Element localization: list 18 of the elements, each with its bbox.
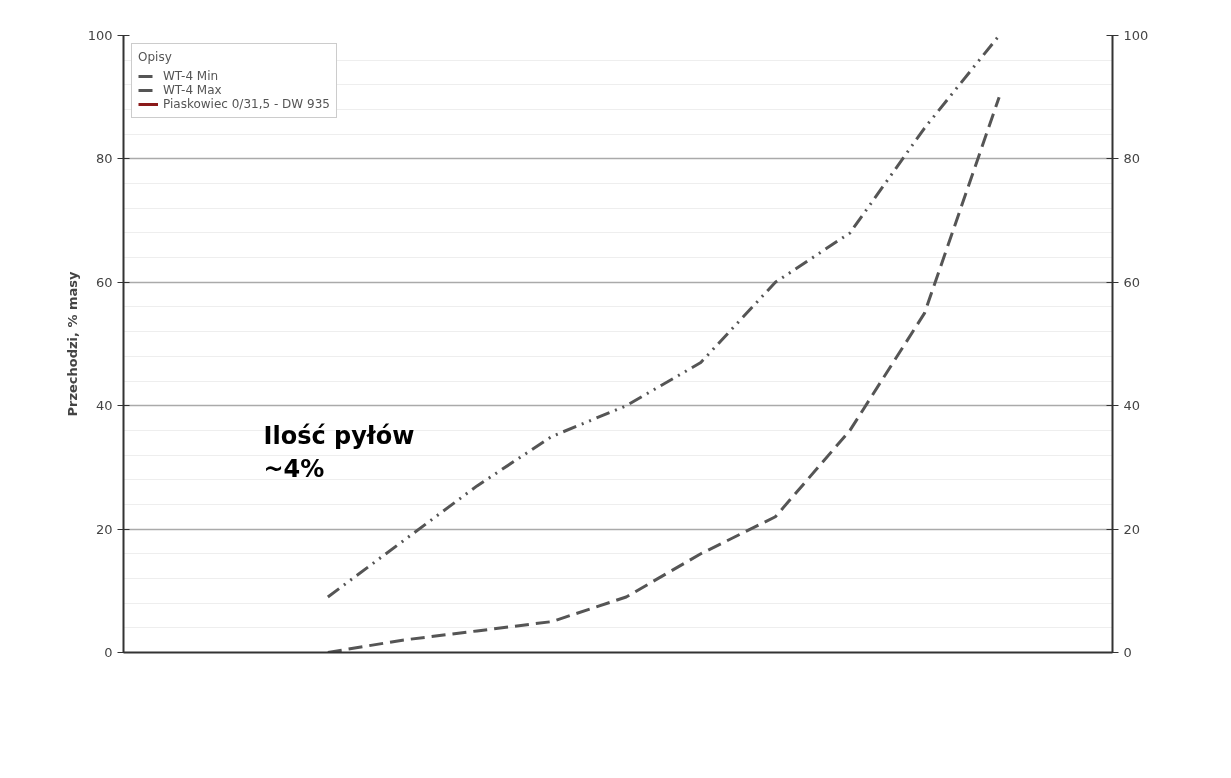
y-tick-label: 80 [95,151,113,167]
legend-label: WT-4 Min [163,69,219,83]
legend-label: WT-4 Max [163,83,222,97]
y2-tick-label: 60 [1123,274,1141,290]
y-tick-label: 60 [95,274,113,290]
y2-tick-label: 80 [1123,151,1141,167]
y-tick-label: 100 [87,28,113,43]
legend-title: Opisy [138,50,173,64]
y-tick-label: 20 [95,521,113,537]
y2-tick-label: 100 [1123,28,1149,43]
y-axis-title: Przechodzi, % masy [64,270,80,417]
y2-tick-label: 0 [1123,645,1132,660]
y2-tick-label: 20 [1123,521,1141,537]
y-tick-label: 0 [104,645,113,660]
y-tick-label: 40 [95,398,113,414]
y2-tick-label: 40 [1123,398,1141,414]
annotation: Ilość pyłów ~4% [263,421,415,484]
legend-label: Piaskowiec 0/31,5 - DW 935 [163,97,330,111]
